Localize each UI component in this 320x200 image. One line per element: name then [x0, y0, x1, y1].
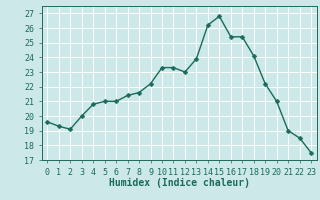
- X-axis label: Humidex (Indice chaleur): Humidex (Indice chaleur): [109, 178, 250, 188]
